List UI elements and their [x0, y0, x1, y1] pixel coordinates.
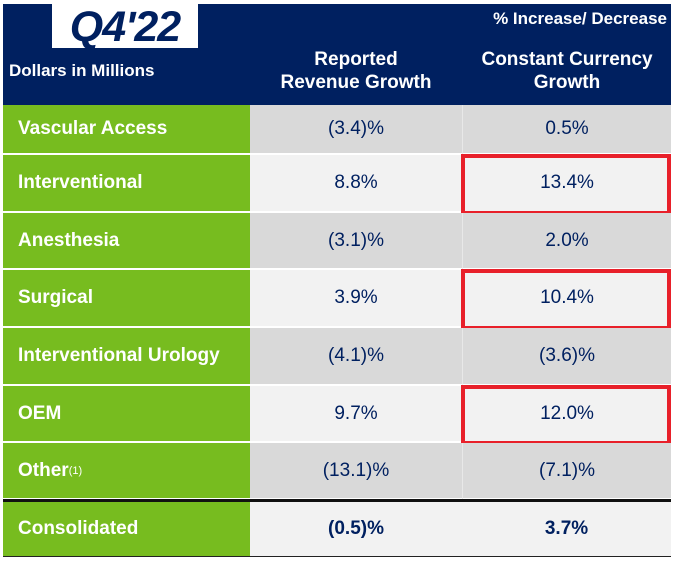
row-label: OEM [3, 386, 250, 443]
col-header-line: Growth [533, 72, 601, 93]
reported-growth: 9.7% [250, 386, 462, 443]
total-divider [3, 499, 671, 502]
constant-currency-growth: 3.7% [462, 502, 671, 556]
col-header-line: Revenue Growth [280, 72, 432, 93]
table-row: Anesthesia (3.1)% 2.0% [3, 213, 671, 270]
row-label: Other (1) [3, 443, 250, 500]
row-label-text: Interventional Urology [18, 345, 220, 366]
constant-currency-growth: (3.6)% [462, 328, 671, 386]
table-row: Vascular Access (3.4)% 0.5% [3, 105, 671, 155]
period-title: Q4'22 [52, 4, 198, 50]
row-label: Vascular Access [3, 105, 250, 155]
reported-growth: (4.1)% [250, 328, 462, 386]
row-label-text: Surgical [18, 287, 93, 308]
reported-growth: (0.5)% [250, 502, 462, 556]
row-label: Consolidated [3, 502, 250, 556]
col-header-reported: Reported Revenue Growth [250, 48, 462, 94]
table-row: Interventional 8.8% 13.4% [3, 155, 671, 213]
reported-growth: 3.9% [250, 270, 462, 328]
group-label: % Increase/ Decrease [493, 9, 667, 28]
table-row: Surgical 3.9% 10.4% [3, 270, 671, 328]
row-label-text: Interventional [18, 172, 143, 193]
highlight-box [461, 269, 671, 330]
table-row: OEM 9.7% 12.0% [3, 386, 671, 443]
row-label-text: Anesthesia [18, 229, 120, 251]
constant-currency-growth: 10.4% [462, 270, 671, 328]
table-row: Interventional Urology (4.1)% (3.6)% [3, 328, 671, 386]
total-row: Consolidated (0.5)% 3.7% [3, 502, 671, 556]
table-row: Other (1) (13.1)% (7.1)% [3, 443, 671, 500]
highlight-box [461, 385, 671, 445]
reported-growth: (13.1)% [250, 443, 462, 500]
constant-currency-growth: 2.0% [462, 213, 671, 270]
constant-currency-growth: (7.1)% [462, 443, 671, 500]
row-label-text: Other [18, 459, 69, 481]
footnote-marker: (1) [68, 464, 83, 477]
constant-currency-growth: 13.4% [462, 155, 671, 213]
units-label: Dollars in Millions [9, 61, 155, 80]
row-label: Interventional Urology [3, 328, 250, 386]
reported-growth: 8.8% [250, 155, 462, 213]
constant-currency-growth: 12.0% [462, 386, 671, 443]
highlight-box [461, 154, 671, 215]
reported-growth: (3.1)% [250, 213, 462, 270]
reported-growth: (3.4)% [250, 105, 462, 155]
col-header-line: Constant Currency [481, 49, 653, 70]
constant-currency-growth: 0.5% [462, 105, 671, 155]
row-label: Interventional [3, 155, 250, 213]
col-header-line: Reported [314, 49, 398, 70]
row-label: Anesthesia [3, 213, 250, 270]
col-header-constant: Constant Currency Growth [462, 48, 672, 94]
row-label-text: Vascular Access [18, 118, 168, 139]
row-label-text: OEM [18, 402, 62, 424]
row-label: Surgical [3, 270, 250, 328]
